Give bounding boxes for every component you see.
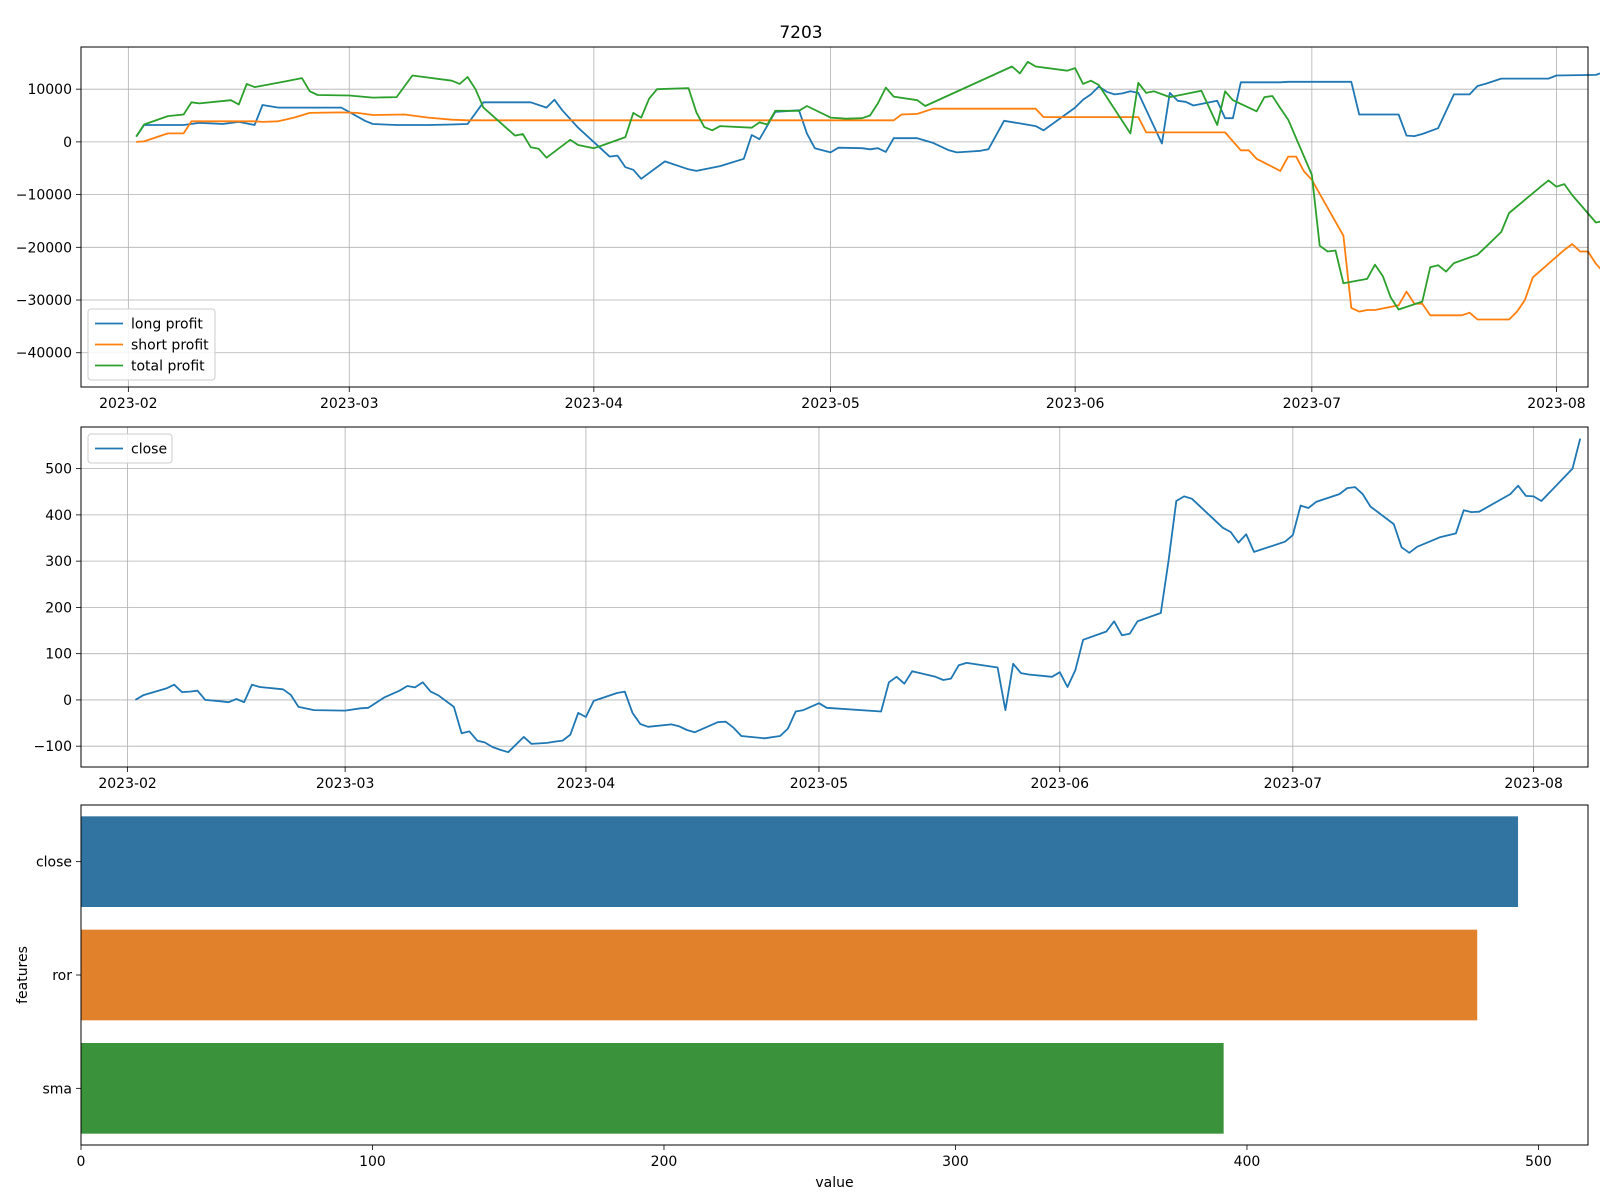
series-line-short-profit xyxy=(136,107,1600,321)
bar-sma xyxy=(81,1043,1224,1134)
chart-title: 7203 xyxy=(779,23,822,43)
x-tick-label: 0 xyxy=(77,1154,86,1170)
legend-label: short profit xyxy=(131,338,209,354)
y-tick-label: 0 xyxy=(63,135,72,151)
legend-box xyxy=(87,308,216,381)
feature-importance-chart: close ror sma 0 100 200 300 400 500 value features xyxy=(15,804,1589,1191)
x-tick-label: 2023-05 xyxy=(801,396,860,412)
y-tick-label: 300 xyxy=(45,554,72,570)
y-tick-label: 10000 xyxy=(27,82,72,98)
legend: long profit short profit total profit xyxy=(87,308,216,381)
y-tick-label: 0 xyxy=(63,693,72,709)
x-tick-label: 2023-02 xyxy=(99,396,158,412)
legend: close xyxy=(87,433,173,464)
plot-frame xyxy=(80,804,1589,1146)
legend-box xyxy=(87,433,173,464)
bar-ror xyxy=(81,929,1478,1021)
x-tick-label: 2023-05 xyxy=(790,776,849,792)
x-tick-label: 2023-08 xyxy=(1527,396,1586,412)
y-tick-label: close xyxy=(36,855,72,871)
x-tick-label: 2023-04 xyxy=(565,396,624,412)
x-tick-label: 300 xyxy=(942,1154,969,1170)
series-line-close xyxy=(134,438,1582,754)
close-price-chart: 2023-02 2023-03 2023-04 2023-05 2023-06 2023-… xyxy=(34,426,1589,792)
y-tick-label: 500 xyxy=(45,462,72,478)
x-tick-label: 100 xyxy=(359,1154,386,1170)
bar-close xyxy=(81,816,1519,907)
y-tick-label: −100 xyxy=(34,739,72,755)
legend-label: total profit xyxy=(131,359,205,375)
plot-frame xyxy=(80,426,1589,768)
y-tick-label: ror xyxy=(52,968,72,984)
x-tick-label: 2023-03 xyxy=(316,776,375,792)
series-line-long-profit xyxy=(135,72,1600,180)
legend-label: close xyxy=(131,442,167,458)
y-tick-label: −30000 xyxy=(16,293,72,309)
x-axis-label: value xyxy=(815,1175,853,1191)
x-tick-label: 2023-03 xyxy=(320,396,379,412)
profit-chart: 2023-02 2023-03 2023-04 2023-05 2023-06 2023-… xyxy=(16,46,1600,412)
x-tick-label: 2023-04 xyxy=(557,776,616,792)
x-tick-label: 2023-08 xyxy=(1504,776,1563,792)
y-tick-label: −40000 xyxy=(16,346,72,362)
y-axis-label: features xyxy=(15,946,31,1004)
x-tick-label: 2023-07 xyxy=(1283,396,1342,412)
y-tick-label: 200 xyxy=(45,600,72,616)
x-tick-label: 2023-06 xyxy=(1046,396,1105,412)
plot-frame xyxy=(80,46,1589,388)
x-tick-label: 2023-02 xyxy=(98,776,157,792)
y-tick-label: 100 xyxy=(45,647,72,663)
y-tick-label: −10000 xyxy=(16,188,72,204)
y-tick-label: −20000 xyxy=(16,240,72,256)
y-tick-label: sma xyxy=(42,1081,72,1097)
x-tick-label: 500 xyxy=(1525,1154,1552,1170)
x-tick-label: 400 xyxy=(1234,1154,1261,1170)
x-tick-label: 2023-06 xyxy=(1031,776,1090,792)
legend-label: long profit xyxy=(131,317,203,333)
x-tick-label: 2023-07 xyxy=(1264,776,1323,792)
x-tick-label: 200 xyxy=(651,1154,678,1170)
series-line-total-profit xyxy=(135,60,1600,311)
y-tick-label: 400 xyxy=(45,508,72,524)
